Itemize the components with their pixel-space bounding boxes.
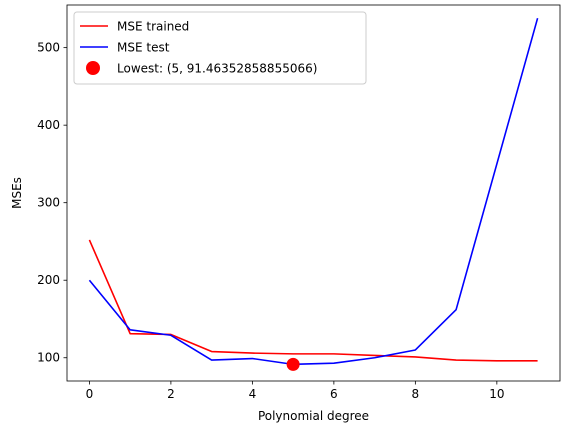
lowest-point-marker — [286, 357, 300, 371]
series-layer — [88, 17, 539, 366]
y-axis-ticks: 100 200 300 400 500 — [37, 41, 67, 365]
y-tick-label: 200 — [37, 273, 60, 287]
legend: MSE trained MSE test Lowest: (5, 91.463528… — [73, 11, 367, 85]
y-tick-label: 100 — [37, 351, 60, 365]
y-axis-label: MSEs — [10, 177, 24, 209]
legend-label: MSE trained — [117, 20, 189, 34]
x-axis-label: Polynomial degree — [258, 409, 369, 423]
y-tick-label: 400 — [37, 118, 60, 132]
legend-label: MSE test — [117, 41, 170, 55]
y-tick-label: 500 — [37, 41, 60, 55]
x-tick-label: 0 — [86, 387, 94, 401]
x-tick-label: 10 — [489, 387, 504, 401]
x-tick-label: 4 — [249, 387, 257, 401]
marker-layer — [286, 357, 300, 371]
series-line-2 — [88, 17, 539, 366]
plot-frame — [66, 4, 561, 382]
legend-marker-swatch — [86, 61, 100, 75]
legend-label: Lowest: (5, 91.46352858855066) — [117, 62, 317, 76]
x-tick-label: 8 — [412, 387, 420, 401]
legend-frame — [73, 11, 367, 85]
x-tick-label: 6 — [330, 387, 338, 401]
y-tick-label: 300 — [37, 196, 60, 210]
x-axis-ticks: 0 2 4 6 8 10 — [86, 381, 504, 401]
x-tick-label: 2 — [167, 387, 175, 401]
